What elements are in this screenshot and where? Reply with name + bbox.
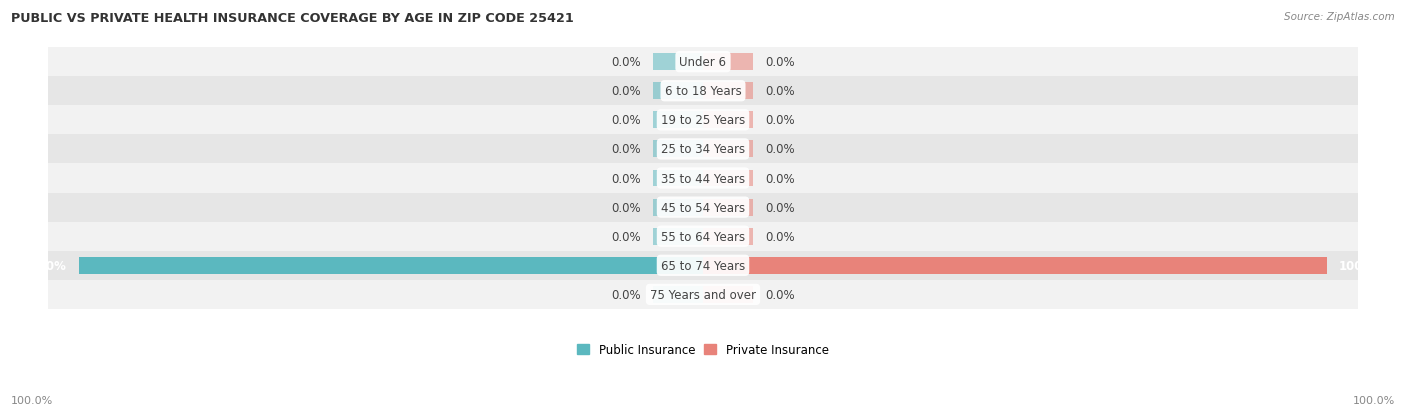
Bar: [703, 228, 752, 245]
Text: 0.0%: 0.0%: [612, 201, 641, 214]
Text: 65 to 74 Years: 65 to 74 Years: [661, 259, 745, 272]
Text: 0.0%: 0.0%: [765, 288, 794, 301]
Text: Source: ZipAtlas.com: Source: ZipAtlas.com: [1284, 12, 1395, 22]
Text: 0.0%: 0.0%: [765, 230, 794, 243]
Bar: [703, 83, 752, 100]
Text: 0.0%: 0.0%: [612, 172, 641, 185]
Bar: [703, 141, 752, 158]
Bar: [703, 170, 752, 187]
Bar: [48, 77, 1358, 106]
Text: 100.0%: 100.0%: [18, 259, 67, 272]
Text: 100.0%: 100.0%: [1353, 395, 1395, 405]
Bar: [703, 112, 752, 129]
Text: 100.0%: 100.0%: [1339, 259, 1388, 272]
Text: 6 to 18 Years: 6 to 18 Years: [665, 85, 741, 98]
Text: 0.0%: 0.0%: [612, 143, 641, 156]
Bar: [654, 286, 703, 303]
Text: 0.0%: 0.0%: [765, 85, 794, 98]
Bar: [48, 164, 1358, 193]
Text: Under 6: Under 6: [679, 56, 727, 69]
Text: 0.0%: 0.0%: [612, 230, 641, 243]
Text: 0.0%: 0.0%: [765, 56, 794, 69]
Bar: [48, 193, 1358, 222]
Bar: [48, 222, 1358, 251]
Text: 0.0%: 0.0%: [765, 143, 794, 156]
Bar: [654, 141, 703, 158]
Text: 55 to 64 Years: 55 to 64 Years: [661, 230, 745, 243]
Bar: [654, 170, 703, 187]
Bar: [48, 48, 1358, 77]
Bar: [48, 251, 1358, 280]
Text: 0.0%: 0.0%: [765, 114, 794, 127]
Bar: [703, 257, 1326, 274]
Text: 0.0%: 0.0%: [612, 288, 641, 301]
Bar: [48, 106, 1358, 135]
Text: 100.0%: 100.0%: [11, 395, 53, 405]
Text: 75 Years and over: 75 Years and over: [650, 288, 756, 301]
Text: PUBLIC VS PRIVATE HEALTH INSURANCE COVERAGE BY AGE IN ZIP CODE 25421: PUBLIC VS PRIVATE HEALTH INSURANCE COVER…: [11, 12, 574, 25]
Bar: [48, 280, 1358, 309]
Bar: [654, 199, 703, 216]
Bar: [48, 135, 1358, 164]
Text: 0.0%: 0.0%: [765, 201, 794, 214]
Bar: [654, 112, 703, 129]
Bar: [654, 83, 703, 100]
Text: 25 to 34 Years: 25 to 34 Years: [661, 143, 745, 156]
Legend: Public Insurance, Private Insurance: Public Insurance, Private Insurance: [572, 338, 834, 361]
Text: 0.0%: 0.0%: [612, 114, 641, 127]
Bar: [703, 286, 752, 303]
Text: 45 to 54 Years: 45 to 54 Years: [661, 201, 745, 214]
Text: 0.0%: 0.0%: [765, 172, 794, 185]
Text: 0.0%: 0.0%: [612, 56, 641, 69]
Bar: [703, 199, 752, 216]
Bar: [654, 228, 703, 245]
Text: 19 to 25 Years: 19 to 25 Years: [661, 114, 745, 127]
Bar: [80, 257, 703, 274]
Text: 0.0%: 0.0%: [612, 85, 641, 98]
Text: 35 to 44 Years: 35 to 44 Years: [661, 172, 745, 185]
Bar: [654, 54, 703, 71]
Bar: [703, 54, 752, 71]
